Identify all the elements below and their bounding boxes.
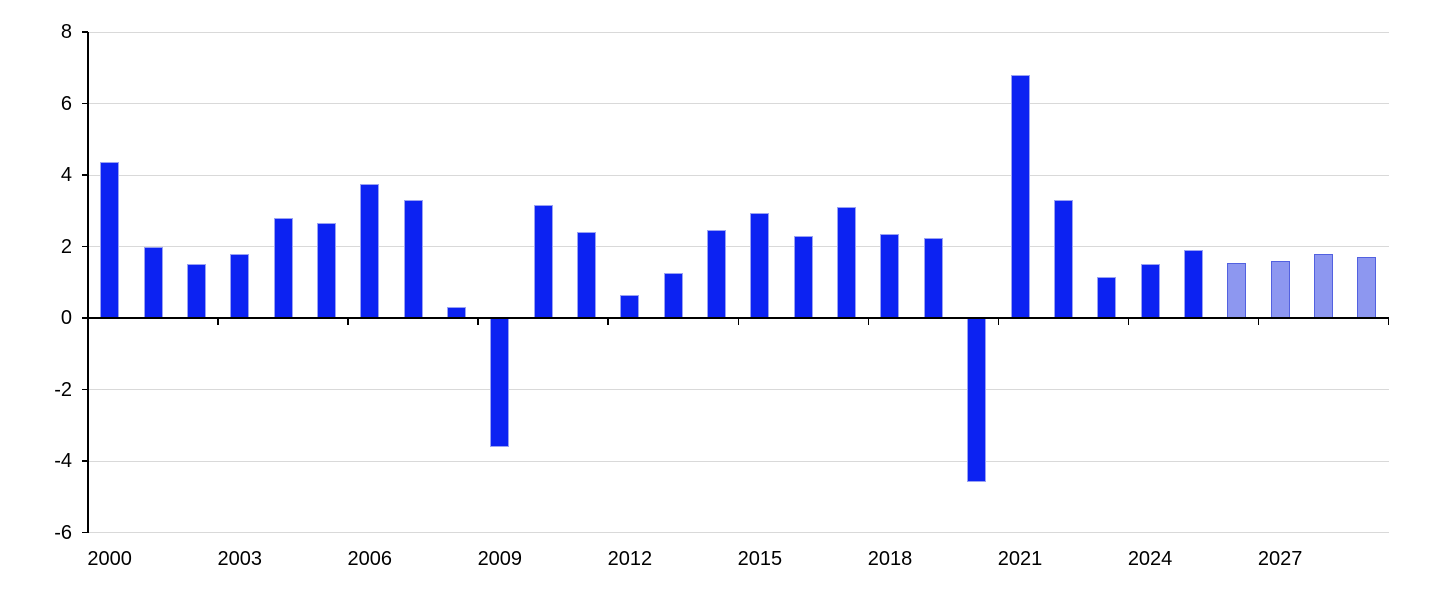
bar-2025 bbox=[1183, 250, 1203, 318]
zero-axis-line bbox=[88, 317, 1389, 319]
y-axis-tick-label: 2 bbox=[60, 235, 72, 258]
x-axis-tick-mark bbox=[1387, 318, 1390, 325]
x-axis-tick-mark bbox=[1127, 318, 1130, 325]
x-axis-tick-label: 2006 bbox=[347, 548, 393, 570]
bar-2003 bbox=[230, 253, 250, 318]
y-axis-tick-label: 4 bbox=[60, 164, 72, 186]
y-axis-tick-mark bbox=[82, 245, 88, 248]
bar-2004 bbox=[273, 217, 293, 318]
bar-2000 bbox=[100, 162, 120, 318]
x-axis-tick-label: 2027 bbox=[1257, 548, 1303, 570]
bar-2020 bbox=[967, 318, 987, 483]
y-gridline-4 bbox=[88, 174, 1389, 176]
bar-2016 bbox=[793, 235, 813, 318]
x-axis-tick-label: 2024 bbox=[1127, 548, 1173, 570]
bar-2023 bbox=[1097, 276, 1117, 318]
y-gridline-6 bbox=[88, 103, 1389, 104]
bar-2009 bbox=[490, 318, 510, 447]
y-axis-tick-mark bbox=[82, 31, 88, 33]
y-axis-tick-label: 8 bbox=[60, 21, 72, 43]
bar-2027 bbox=[1270, 260, 1290, 318]
bar-2007 bbox=[403, 200, 423, 318]
y-axis-tick-mark bbox=[82, 317, 88, 319]
bar-2013 bbox=[663, 273, 683, 318]
x-axis-tick-label: 2000 bbox=[87, 548, 132, 570]
x-axis-tick-mark bbox=[1257, 318, 1260, 325]
y-axis-tick-mark bbox=[82, 531, 88, 534]
x-axis-tick-mark bbox=[87, 318, 89, 325]
bar-2021 bbox=[1010, 74, 1030, 318]
y-axis-tick-label: -2 bbox=[54, 378, 72, 401]
y-axis-tick-label: -4 bbox=[54, 450, 72, 472]
bar-2010 bbox=[533, 205, 553, 318]
x-axis-tick-mark bbox=[477, 318, 479, 325]
x-axis-tick-mark bbox=[217, 318, 219, 325]
bar-2029 bbox=[1357, 257, 1377, 318]
bar-2006 bbox=[360, 183, 380, 318]
x-axis-tick-label: 2012 bbox=[607, 548, 653, 570]
bar-2011 bbox=[577, 232, 597, 318]
y-gridline--6 bbox=[88, 532, 1389, 533]
y-gridline-2 bbox=[88, 246, 1389, 247]
bar-2028 bbox=[1313, 253, 1333, 318]
x-axis-tick-label: 2018 bbox=[867, 548, 913, 570]
x-axis-tick-label: 2021 bbox=[997, 548, 1043, 570]
y-axis-tick-label: -6 bbox=[54, 521, 72, 544]
bar-2017 bbox=[837, 207, 857, 318]
bar-2015 bbox=[750, 212, 770, 318]
bar-2012 bbox=[620, 294, 640, 318]
y-axis-tick-mark bbox=[82, 174, 88, 176]
bar-2001 bbox=[143, 246, 163, 318]
x-axis-tick-label: 2009 bbox=[477, 548, 523, 570]
x-axis-tick-mark bbox=[997, 318, 1000, 325]
bar-2018 bbox=[880, 233, 900, 318]
bar-2024 bbox=[1140, 264, 1160, 318]
y-gridline--4 bbox=[88, 460, 1389, 462]
x-axis-tick-mark bbox=[607, 318, 609, 325]
x-axis-tick-mark bbox=[347, 318, 349, 325]
y-axis-line bbox=[87, 32, 89, 533]
x-axis-tick-mark bbox=[737, 318, 739, 325]
y-gridline-8 bbox=[88, 31, 1389, 33]
x-axis-tick-label: 2003 bbox=[217, 548, 262, 570]
y-axis-tick-mark bbox=[82, 460, 88, 462]
bar-2005 bbox=[316, 223, 336, 318]
y-axis-tick-mark bbox=[82, 102, 88, 105]
bar-2019 bbox=[923, 237, 943, 318]
y-axis-tick-mark bbox=[82, 388, 88, 391]
y-axis-tick-label: 6 bbox=[60, 92, 72, 115]
bar-2026 bbox=[1227, 262, 1247, 318]
bar-2014 bbox=[707, 230, 727, 318]
x-axis-tick-label: 2015 bbox=[737, 548, 783, 570]
x-axis-tick-mark bbox=[867, 318, 870, 325]
bar-2022 bbox=[1053, 200, 1073, 318]
bar-2002 bbox=[186, 264, 206, 318]
y-axis-tick-label: 0 bbox=[60, 307, 72, 329]
y-gridline--2 bbox=[88, 389, 1389, 390]
